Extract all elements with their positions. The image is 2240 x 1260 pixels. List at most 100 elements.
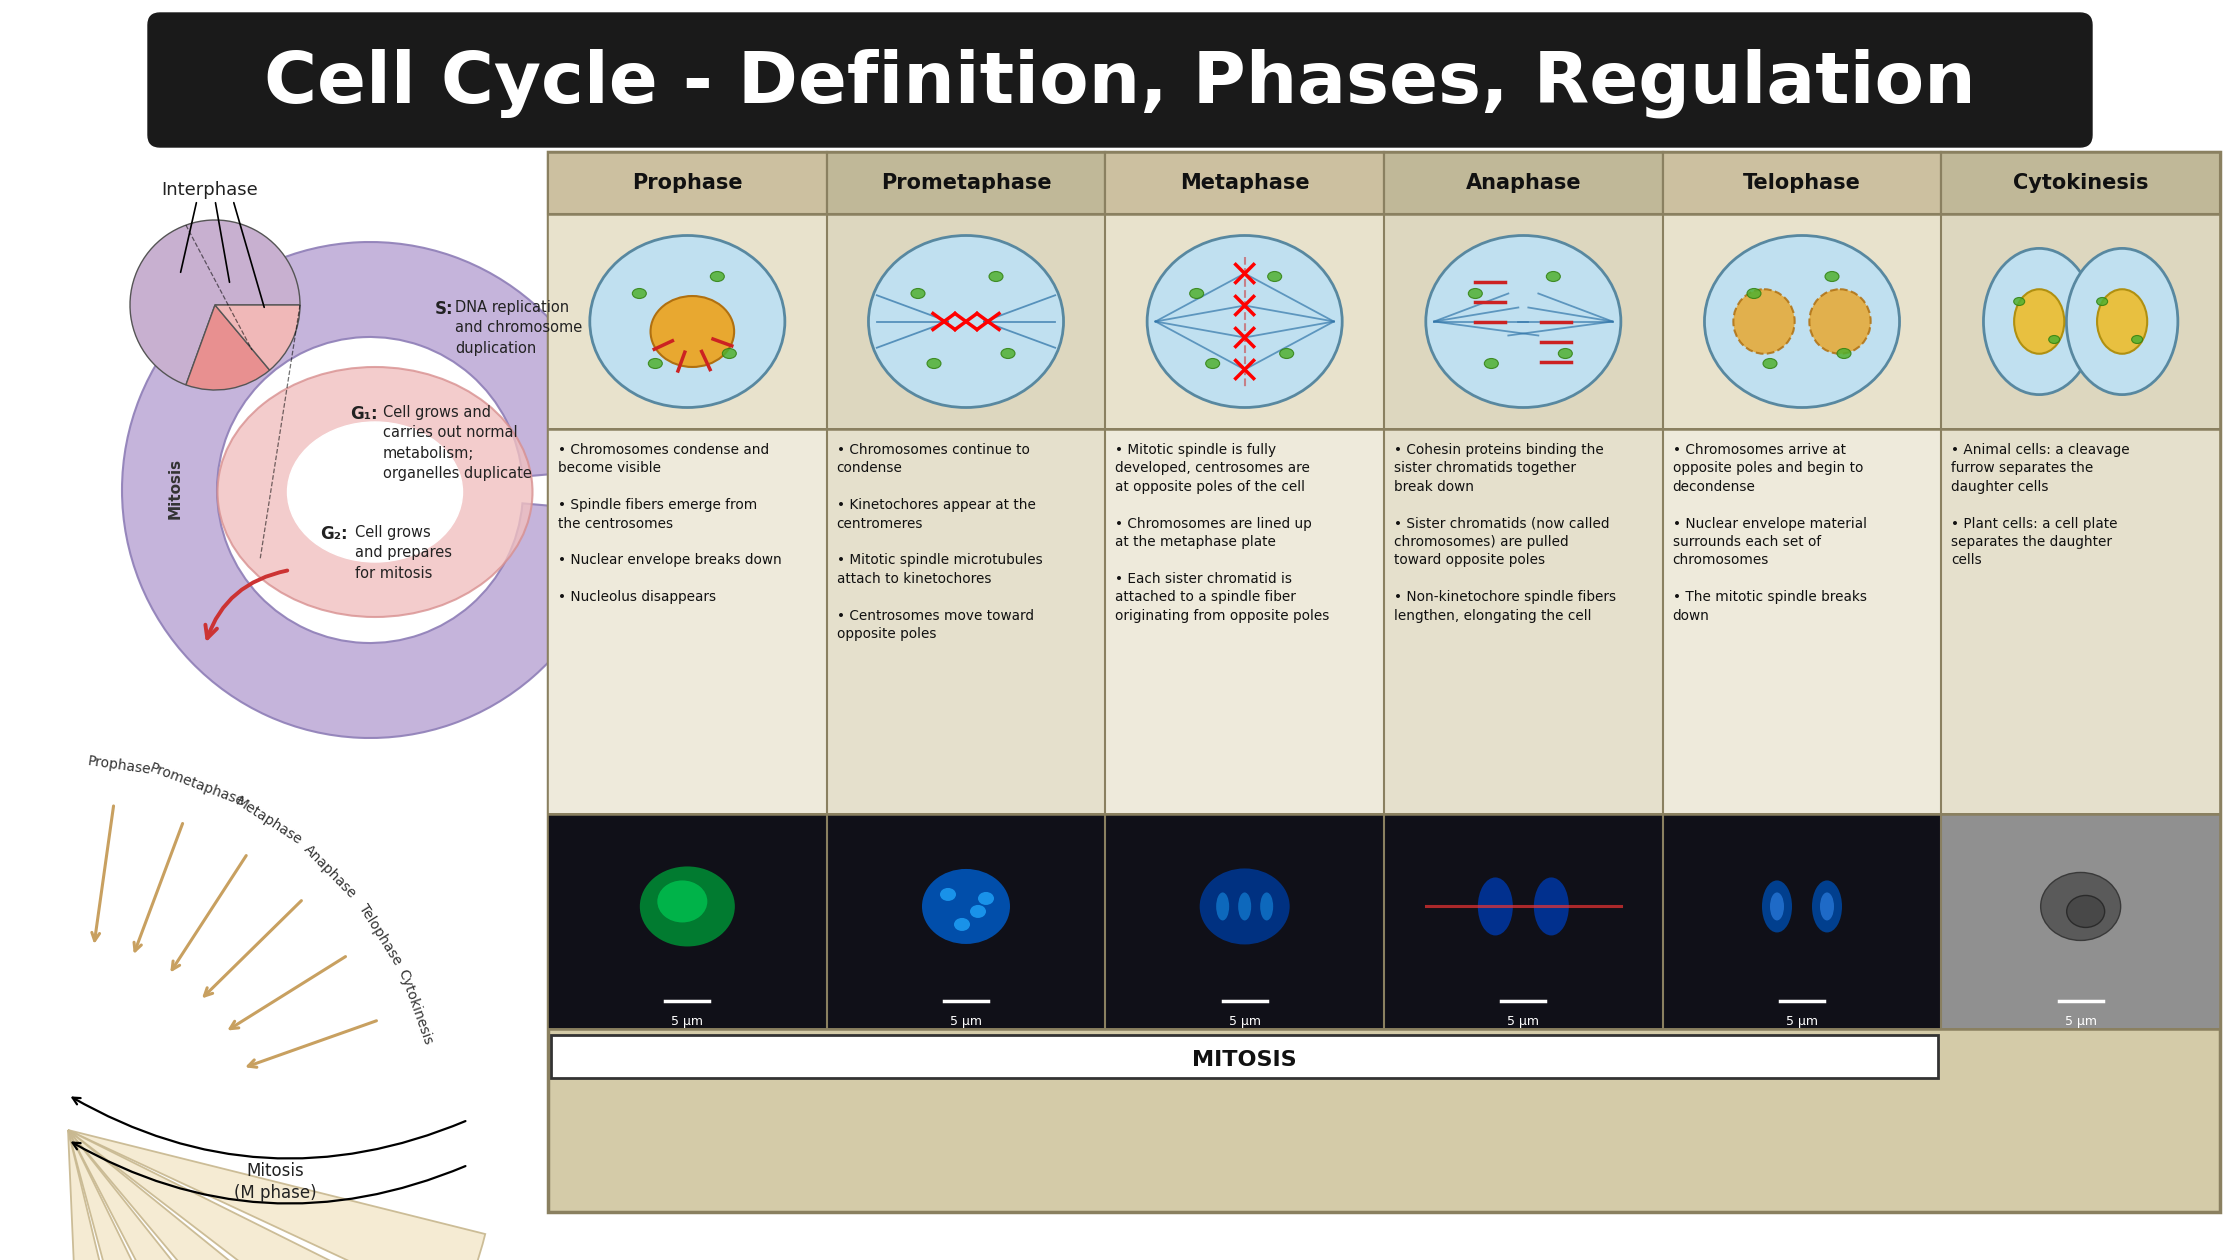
Wedge shape: [121, 242, 616, 738]
Text: Cytokinesis: Cytokinesis: [394, 968, 435, 1047]
Ellipse shape: [1239, 892, 1252, 921]
Ellipse shape: [2014, 290, 2065, 354]
Text: Telophase: Telophase: [1743, 173, 1861, 193]
Text: 5 µm: 5 µm: [672, 1016, 703, 1028]
Ellipse shape: [1819, 892, 1835, 921]
Ellipse shape: [1189, 289, 1203, 299]
Text: DNA replication
and chromosome
duplication: DNA replication and chromosome duplicati…: [455, 300, 582, 355]
Ellipse shape: [2014, 297, 2025, 305]
Text: Cell grows and
carries out normal
metabolism;
organelles duplicate: Cell grows and carries out normal metabo…: [383, 404, 531, 481]
FancyBboxPatch shape: [549, 428, 827, 814]
Ellipse shape: [647, 359, 663, 368]
Text: Cell Cycle - Definition, Phases, Regulation: Cell Cycle - Definition, Phases, Regulat…: [264, 48, 1976, 117]
Wedge shape: [186, 305, 269, 391]
Text: Prophase: Prophase: [87, 755, 152, 777]
Ellipse shape: [979, 892, 995, 905]
FancyBboxPatch shape: [549, 814, 827, 1029]
Ellipse shape: [2097, 297, 2108, 305]
Ellipse shape: [1469, 289, 1483, 299]
Ellipse shape: [2065, 248, 2177, 394]
Ellipse shape: [1147, 236, 1342, 407]
Wedge shape: [215, 305, 300, 370]
Text: • Cohesin proteins binding the
sister chromatids together
break down

• Sister c: • Cohesin proteins binding the sister ch…: [1393, 444, 1615, 622]
Ellipse shape: [1826, 271, 1839, 281]
FancyBboxPatch shape: [1942, 814, 2220, 1029]
Ellipse shape: [1982, 248, 2094, 394]
FancyBboxPatch shape: [1104, 152, 1384, 214]
Ellipse shape: [1201, 868, 1290, 945]
Text: 5 µm: 5 µm: [950, 1016, 981, 1028]
Ellipse shape: [650, 296, 735, 367]
Text: 5 µm: 5 µm: [2065, 1016, 2097, 1028]
FancyBboxPatch shape: [549, 152, 2220, 1212]
Ellipse shape: [1216, 892, 1230, 921]
Ellipse shape: [2050, 335, 2061, 344]
Text: • Chromosomes condense and
become visible

• Spindle fibers emerge from
the cent: • Chromosomes condense and become visibl…: [558, 444, 782, 605]
FancyBboxPatch shape: [148, 13, 2092, 147]
FancyBboxPatch shape: [1384, 214, 1662, 428]
Text: Anaphase: Anaphase: [302, 843, 361, 901]
Ellipse shape: [1812, 881, 1841, 932]
FancyBboxPatch shape: [549, 152, 827, 214]
Ellipse shape: [923, 869, 1010, 944]
Ellipse shape: [589, 236, 784, 407]
Text: • Mitotic spindle is fully
developed, centrosomes are
at opposite poles of the c: • Mitotic spindle is fully developed, ce…: [1116, 444, 1331, 622]
Ellipse shape: [990, 271, 1004, 281]
Text: • Animal cells: a cleavage
furrow separates the
daughter cells

• Plant cells: a: • Animal cells: a cleavage furrow separa…: [1951, 444, 2130, 567]
Ellipse shape: [1747, 289, 1761, 299]
Text: Cytokinesis: Cytokinesis: [2014, 173, 2148, 193]
Ellipse shape: [641, 867, 735, 946]
Ellipse shape: [1763, 881, 1792, 932]
Text: Metaphase: Metaphase: [233, 795, 305, 848]
Text: Prophase: Prophase: [632, 173, 744, 193]
Ellipse shape: [656, 881, 708, 922]
Text: Prometaphase: Prometaphase: [148, 761, 246, 809]
Wedge shape: [67, 1130, 486, 1260]
FancyBboxPatch shape: [551, 1034, 1938, 1079]
Ellipse shape: [1763, 359, 1776, 368]
FancyBboxPatch shape: [1662, 428, 1942, 814]
Text: S:: S:: [435, 300, 455, 318]
FancyBboxPatch shape: [827, 214, 1104, 428]
Ellipse shape: [1478, 877, 1512, 935]
Ellipse shape: [1734, 290, 1794, 354]
FancyBboxPatch shape: [1384, 152, 1662, 214]
Wedge shape: [67, 1130, 336, 1260]
Text: Mitosis
(M phase): Mitosis (M phase): [233, 1162, 316, 1202]
Text: • Chromosomes continue to
condense

• Kinetochores appear at the
centromeres

• : • Chromosomes continue to condense • Kin…: [838, 444, 1042, 641]
Text: 5 µm: 5 µm: [1785, 1016, 1819, 1028]
FancyBboxPatch shape: [1104, 428, 1384, 814]
Text: Interphase: Interphase: [161, 181, 258, 199]
Ellipse shape: [1205, 359, 1219, 368]
Text: Telophase: Telophase: [356, 902, 403, 968]
Ellipse shape: [632, 289, 647, 299]
Text: Cell grows
and prepares
for mitosis: Cell grows and prepares for mitosis: [354, 525, 452, 581]
Text: 5 µm: 5 µm: [1230, 1016, 1261, 1028]
Wedge shape: [67, 1130, 258, 1260]
Text: • Chromosomes arrive at
opposite poles and begin to
decondense

• Nuclear envelo: • Chromosomes arrive at opposite poles a…: [1673, 444, 1866, 622]
Ellipse shape: [1268, 271, 1281, 281]
Wedge shape: [130, 220, 300, 384]
FancyBboxPatch shape: [1942, 428, 2220, 814]
Ellipse shape: [1810, 290, 1870, 354]
Ellipse shape: [970, 905, 986, 919]
Text: Metaphase: Metaphase: [1180, 173, 1310, 193]
Ellipse shape: [1485, 359, 1499, 368]
FancyBboxPatch shape: [1662, 152, 1942, 214]
Text: Prometaphase: Prometaphase: [880, 173, 1051, 193]
FancyBboxPatch shape: [1662, 814, 1942, 1029]
Ellipse shape: [941, 888, 956, 901]
Ellipse shape: [2132, 335, 2144, 344]
FancyBboxPatch shape: [1384, 814, 1662, 1029]
Text: G₂:: G₂:: [320, 525, 347, 543]
Ellipse shape: [912, 289, 925, 299]
Ellipse shape: [869, 236, 1064, 407]
FancyBboxPatch shape: [1942, 152, 2220, 214]
Ellipse shape: [2097, 290, 2148, 354]
Ellipse shape: [954, 919, 970, 931]
Ellipse shape: [1559, 349, 1572, 359]
FancyBboxPatch shape: [549, 214, 827, 428]
Wedge shape: [67, 1130, 403, 1260]
Ellipse shape: [1279, 349, 1295, 359]
FancyBboxPatch shape: [1104, 214, 1384, 428]
